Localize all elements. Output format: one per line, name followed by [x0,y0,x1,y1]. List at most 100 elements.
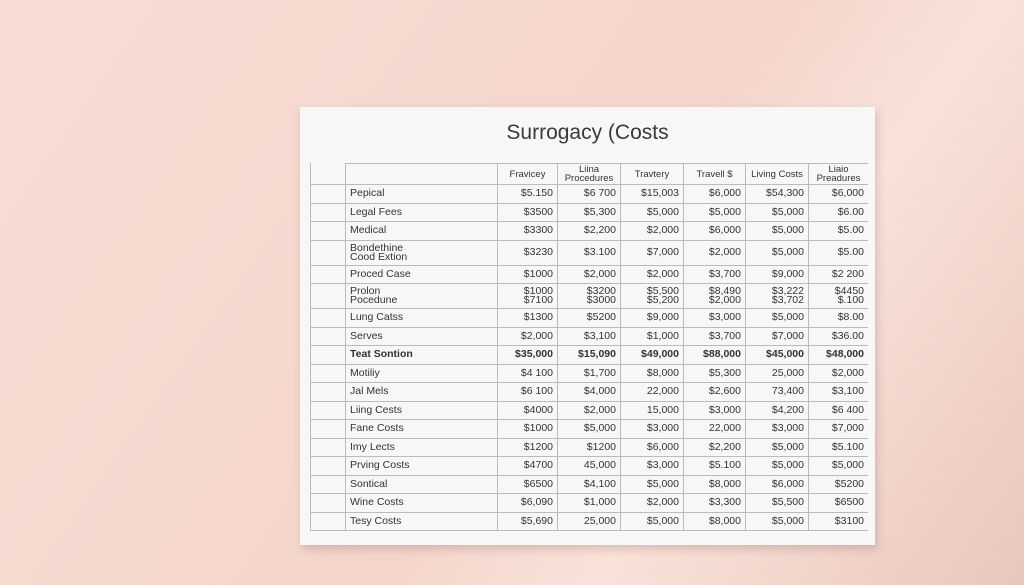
cost-cell: $5,000 [745,512,808,531]
cell-text: Prolon [350,285,381,297]
cost-cell: $1300 [497,309,557,328]
cell-text: $7,000 [831,422,864,435]
cost-cell: $3,100 [557,327,620,346]
cost-cell: $6500 [497,475,557,494]
cost-cell: $9,000 [745,265,808,284]
cell-text: $15,003 [641,187,679,200]
cost-cell: $3200 $3000 [557,284,620,309]
cell-text: $3,100 [831,385,864,398]
cost-cell: $2,200 [557,222,620,241]
row-label: Sontical [345,475,497,494]
cost-cell: $3,222 $3,702 [745,284,808,309]
blank-cell [310,401,345,420]
header-cell: Liina Procedures [557,163,620,185]
row-label: Bondethine Cood Extion [345,240,497,266]
cell-text: $9,000 [646,311,679,324]
cost-cell: $3,700 [683,327,745,346]
cell-text: Prving Costs [350,459,410,472]
cell-text: $2,000 [831,366,864,379]
cost-cell: $1000 $7100 [497,284,557,309]
cell-text: $5,000 [583,422,616,435]
blank-cell [310,163,345,185]
cell-text: 22,000 [708,422,741,435]
cell-text: $5,200 [646,294,679,306]
cost-cell: $4,200 [745,401,808,420]
row-label: Prving Costs [345,457,497,476]
cell-text: $5,000 [771,224,804,237]
cell-text: Medical [350,224,387,237]
cost-cell: $5,500 $5,200 [620,284,683,309]
cost-cell: $2,000 [620,494,683,513]
cell-text: $6500 [523,477,553,490]
cell-text: $4,000 [583,385,616,398]
cost-cell: $3,000 [683,309,745,328]
cost-cell: $49,000 [620,346,683,365]
cell-text: $3300 [523,224,553,237]
cost-cell: $1,000 [557,494,620,513]
cost-cell: 45,000 [557,457,620,476]
blank-cell [310,512,345,531]
cell-text: $5,000 [771,459,804,472]
cost-cell: $7,000 [808,420,868,439]
title: Surrogacy (Costs [506,121,669,144]
cost-cell: $36.00 [808,327,868,346]
cost-cell: $6500 [808,494,868,513]
cell-text: $5.00 [837,246,864,258]
cell-text: $6.00 [837,205,864,218]
cost-cell: $6,000 [683,222,745,241]
cost-cell: $5,000 [808,457,868,476]
cost-cell: $6 700 [557,185,620,204]
cell-text: $1,700 [583,366,616,379]
cost-cell: $8,490 $2,000 [683,284,745,309]
blank-cell [310,438,345,457]
cost-cell: $6 100 [497,383,557,402]
cost-cell: $8.00 [808,309,868,328]
cell-text: $4,200 [771,403,804,416]
cost-cell: $5200 [808,475,868,494]
cell-text: Motiliy [350,366,380,379]
cost-cell: $2,000 [620,265,683,284]
cost-cell: $1000 [497,420,557,439]
row-label: Lung Catss [345,309,497,328]
cell-text: $1300 [523,311,553,324]
cell-text: $6,000 [771,477,804,490]
cell-text: $54,300 [766,187,804,200]
blank-cell [310,265,345,284]
header-cell: Fravicey [497,163,557,185]
cell-text: $5200 [834,477,864,490]
blank-cell [310,420,345,439]
cell-text: $9,000 [771,267,804,280]
cell-text: $5.150 [520,187,553,200]
cell-text: $3100 [834,514,864,527]
blank-cell [310,364,345,383]
cell-text: $4 100 [520,366,553,379]
cell-text: $2,000 [708,294,741,306]
row-label: Prolon Pocedune [345,284,497,309]
cost-cell: $5,000 [620,512,683,531]
cell-text: $2,000 [646,224,679,237]
cost-cell: $7,000 [620,240,683,266]
cell-text: Imy Lects [350,440,395,453]
cost-cell: $2,200 [683,438,745,457]
cost-cell: $88,000 [683,346,745,365]
cell-text: Jal Mels [350,385,389,398]
cost-cell: $5,000 [745,438,808,457]
cost-cell: $1,700 [557,364,620,383]
blank-cell [310,222,345,241]
cell-text: $2,000 [520,329,553,342]
paper: Surrogacy (Costs Fravicey Liina Procedures… [300,107,875,545]
cell-text: $3,702 [771,294,804,306]
cost-cell: $5,690 [497,512,557,531]
cell-text: $.100 [837,294,864,306]
cost-cell: $15,003 [620,185,683,204]
cell-text: $3,000 [771,422,804,435]
row-label: Legal Fees [345,203,497,222]
row-label: Jal Mels [345,383,497,402]
cell-text: $6,000 [708,187,741,200]
cell-text: $1200 [523,440,553,453]
cell-text: $6 100 [520,385,553,398]
cell-text: 15,000 [646,403,679,416]
header-cell: Travtery [620,163,683,185]
cost-cell: $8,000 [683,475,745,494]
